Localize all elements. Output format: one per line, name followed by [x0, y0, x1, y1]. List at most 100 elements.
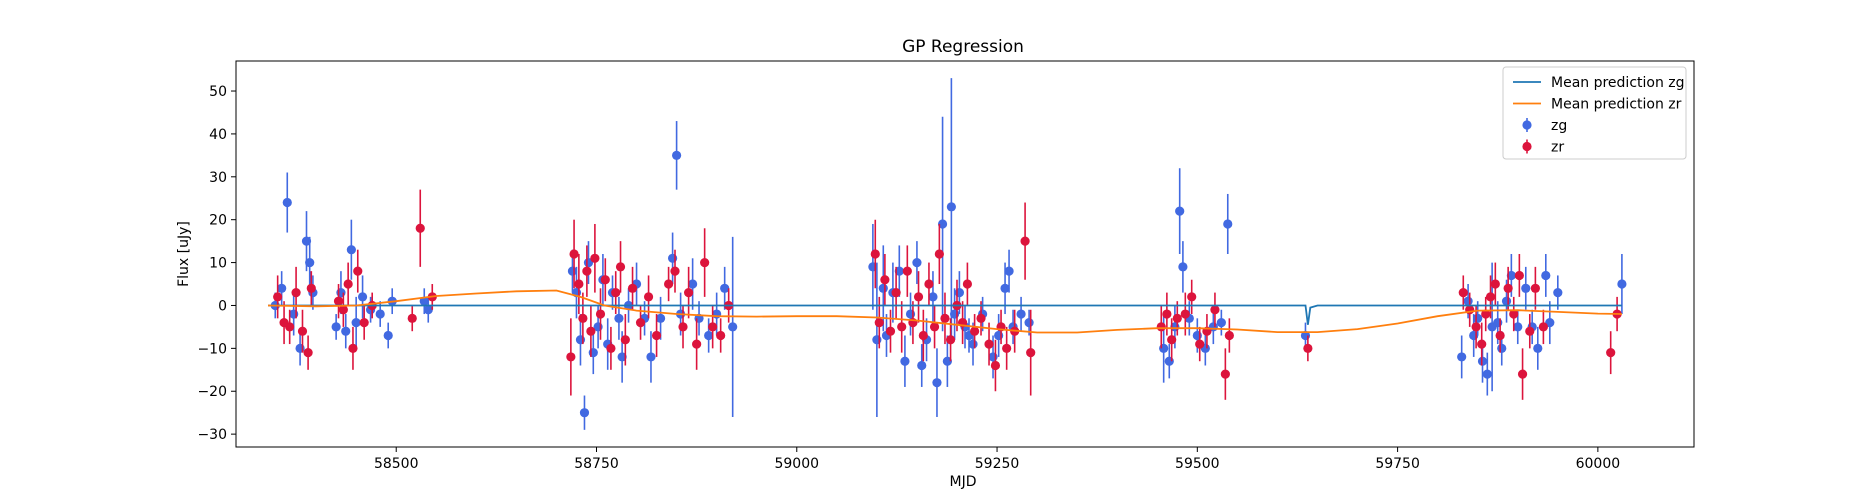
legend-label: zr [1551, 140, 1564, 156]
data-point-zg [942, 356, 952, 366]
x-tick-label: 59000 [774, 456, 819, 472]
data-point-zr [1538, 322, 1548, 332]
data-point-zg [728, 322, 738, 332]
data-point-zg [351, 318, 361, 328]
data-point-zr [934, 249, 944, 259]
data-point-zg [305, 257, 315, 268]
data-point-zg [928, 292, 938, 302]
data-point-zr [1485, 292, 1496, 302]
data-point-zr [924, 279, 934, 289]
data-point-zg [646, 352, 656, 362]
x-tick-label: 59250 [975, 456, 1020, 472]
data-point-zg [1513, 322, 1523, 332]
y-tick-label: 20 [209, 213, 227, 229]
data-point-zr [1026, 348, 1036, 358]
data-point-zr [574, 279, 584, 289]
legend-handle [1522, 141, 1532, 152]
data-point-zr [1224, 330, 1234, 341]
data-point-zg [357, 292, 368, 302]
data-point-zg [331, 322, 341, 332]
data-point-zg [994, 330, 1004, 341]
data-point-zr [1471, 322, 1481, 332]
data-point-zg [1501, 296, 1512, 306]
data-point-zg [579, 408, 590, 418]
data-point-zr [273, 292, 283, 302]
data-point-zr [940, 313, 950, 323]
data-point-zr [595, 309, 606, 319]
data-point-zr [338, 305, 348, 315]
data-point-zr [569, 249, 579, 259]
data-point-zg [419, 296, 429, 306]
data-point-zr [620, 335, 630, 345]
data-point-zr [1195, 339, 1205, 349]
data-point-zg [346, 245, 356, 255]
data-point-zr [945, 335, 956, 345]
legend-box [1502, 66, 1687, 160]
data-point-zr [586, 326, 596, 336]
data-point-zr [1180, 309, 1190, 319]
data-point-zg [937, 219, 948, 229]
data-point-zg [720, 283, 730, 293]
data-point-zr [663, 279, 674, 289]
data-point-zr [353, 266, 363, 276]
data-point-zr [606, 343, 616, 353]
data-point-zg [1457, 352, 1467, 362]
data-point-zg [1541, 270, 1551, 281]
data-point-zr [976, 313, 986, 323]
data-point-zg [1175, 206, 1185, 216]
data-point-zr [1162, 309, 1172, 319]
data-point-zr [918, 330, 928, 341]
data-point-zg [1497, 343, 1507, 353]
data-point-zr [700, 257, 710, 268]
data-point-zg [1016, 309, 1026, 319]
legend-label: zg [1551, 118, 1567, 134]
data-point-zg [301, 236, 312, 246]
data-point-zg [894, 266, 904, 276]
data-point-zg [905, 309, 916, 319]
plot-frame [235, 60, 1695, 448]
y-axis-label: Flux [uJy] [176, 221, 192, 287]
x-tick-label: 58500 [374, 456, 419, 472]
data-point-zg [1216, 318, 1226, 328]
data-point-zg [688, 279, 698, 289]
data-point-zr [285, 322, 295, 332]
plot-area [267, 78, 1627, 430]
data-point-zr [1525, 326, 1535, 336]
data-point-zg [1521, 283, 1531, 293]
data-point-zr [1156, 322, 1166, 332]
x-tick-label: 58750 [574, 456, 619, 472]
data-point-zg [1493, 318, 1503, 328]
data-point-zg [336, 288, 346, 298]
data-point-zg [617, 352, 627, 362]
data-point-zr [1187, 292, 1197, 302]
y-tick-label: 50 [209, 84, 227, 100]
data-point-zr [1172, 313, 1182, 323]
data-point-zr [407, 313, 417, 323]
data-point-zr [1020, 236, 1030, 246]
data-point-zg [1463, 296, 1473, 306]
data-point-zg [949, 309, 960, 319]
data-point-zr [874, 318, 884, 328]
y-tick-label: −20 [197, 384, 227, 400]
data-point-zr [990, 360, 1001, 371]
y-tick-label: 0 [218, 298, 227, 314]
chart-title: GP Regression [902, 37, 1024, 57]
data-point-zr [635, 318, 646, 328]
data-point-zg [946, 202, 956, 212]
x-tick-label: 60000 [1576, 456, 1621, 472]
series-zr [273, 189, 1622, 400]
data-point-zg [1004, 266, 1014, 276]
data-point-zr [303, 348, 313, 358]
data-point-zr [670, 266, 680, 276]
data-point-zg [1164, 356, 1174, 366]
data-point-zr [684, 288, 694, 298]
data-point-zg [872, 335, 882, 345]
legend-handle [1522, 120, 1532, 130]
x-tick-label: 59750 [1375, 456, 1420, 472]
axes-frame [235, 60, 1695, 448]
data-point-zg [1617, 279, 1627, 289]
data-point-zr [891, 288, 901, 298]
data-point-zg [1477, 356, 1488, 366]
data-point-zr [343, 279, 353, 289]
data-point-zg [341, 326, 351, 336]
